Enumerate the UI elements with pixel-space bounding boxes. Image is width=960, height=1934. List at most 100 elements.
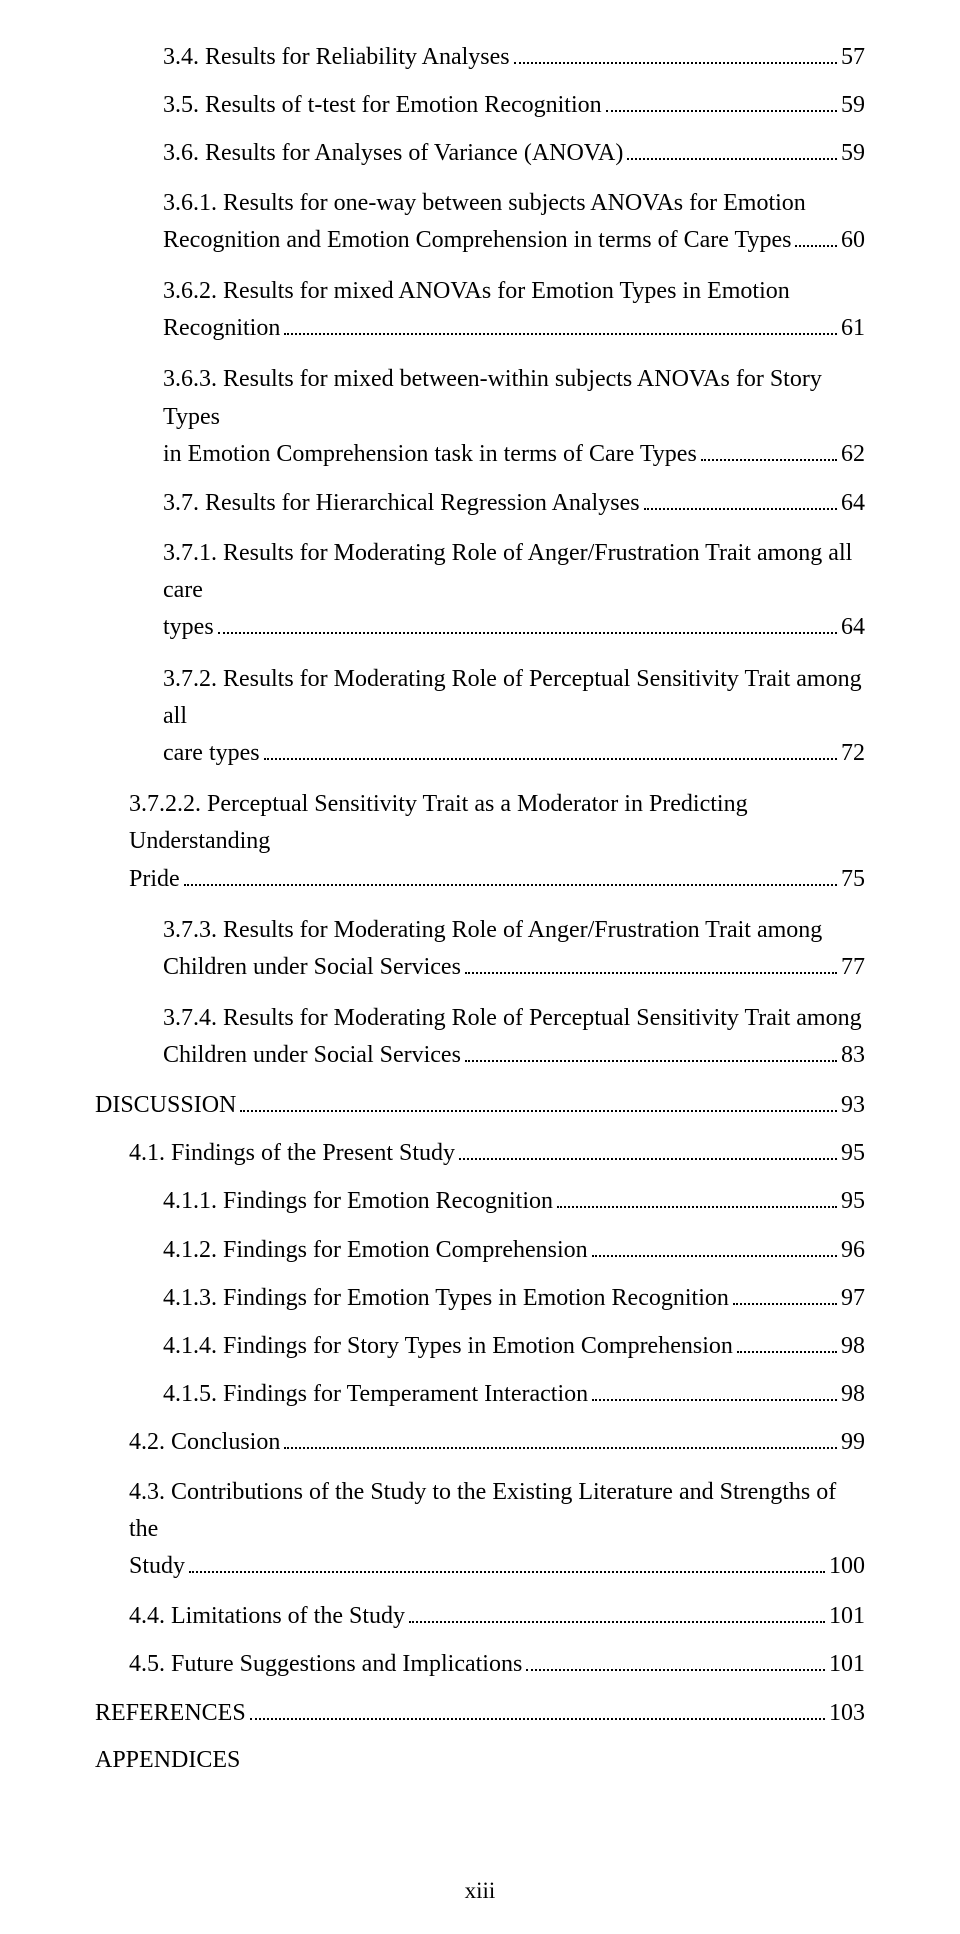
toc-entry-text: Children under Social Services xyxy=(163,1037,461,1074)
toc-entry-text: 3.6.1. Results for one-way between subje… xyxy=(163,185,865,222)
toc-leader-dots xyxy=(189,1550,825,1574)
toc-page-number: 62 xyxy=(841,436,865,473)
toc-leader-dots xyxy=(284,312,837,336)
toc-page-number: 57 xyxy=(841,41,865,75)
toc-entry-text: 4.2. Conclusion xyxy=(129,1426,280,1460)
toc-entry: 3.7. Results for Hierarchical Regression… xyxy=(95,487,865,521)
toc-entry: 3.4. Results for Reliability Analyses 57 xyxy=(95,40,865,74)
toc-entry-text: 3.6.2. Results for mixed ANOVAs for Emot… xyxy=(163,273,865,310)
toc-leader-dots xyxy=(514,40,837,64)
toc-leader-dots xyxy=(465,950,837,974)
toc-page-number: 101 xyxy=(829,1648,865,1682)
toc-entry-text: APPENDICES xyxy=(95,1744,240,1778)
toc-leader-dots xyxy=(284,1426,837,1450)
toc-entry-text: DISCUSSION xyxy=(95,1089,236,1123)
toc-leader-dots xyxy=(218,611,837,635)
toc-page-number: 72 xyxy=(841,735,865,772)
toc-entry: 4.1. Findings of the Present Study 95 xyxy=(95,1137,865,1171)
toc-entry-text: 3.4. Results for Reliability Analyses xyxy=(163,41,510,75)
toc-leader-dots xyxy=(627,136,837,160)
toc-entry-text: 3.7.1. Results for Moderating Role of An… xyxy=(163,535,865,609)
toc-leader-dots xyxy=(264,736,837,760)
toc-entry: 4.1.1. Findings for Emotion Recognition … xyxy=(95,1185,865,1219)
toc-entry-text: 3.7.3. Results for Moderating Role of An… xyxy=(163,912,865,949)
toc-leader-dots xyxy=(240,1089,837,1113)
toc-leader-dots xyxy=(795,223,837,247)
toc-entry: 3.7.4. Results for Moderating Role of Pe… xyxy=(95,1000,865,1074)
toc-entry-text: 4.5. Future Suggestions and Implications xyxy=(129,1648,522,1682)
toc-entry: 4.1.3. Findings for Emotion Types in Emo… xyxy=(95,1281,865,1315)
toc-entry: 3.6. Results for Analyses of Variance (A… xyxy=(95,136,865,170)
toc-entry-text: 4.1.2. Findings for Emotion Comprehensio… xyxy=(163,1234,588,1268)
toc-entry-text: Pride xyxy=(129,861,180,898)
toc-leader-dots xyxy=(409,1600,825,1624)
toc-entry: 3.6.3. Results for mixed between-within … xyxy=(95,361,865,473)
toc-entry: REFERENCES 103 xyxy=(95,1696,865,1730)
toc-entry: 3.7.2. Results for Moderating Role of Pe… xyxy=(95,661,865,773)
toc-page-number: 101 xyxy=(829,1600,865,1634)
toc-page-number: 98 xyxy=(841,1330,865,1364)
toc-entry: 3.7.2.2. Perceptual Sensitivity Trait as… xyxy=(95,786,865,898)
toc-entry-text: Recognition xyxy=(163,310,280,347)
page-number-footer: xiii xyxy=(95,1878,865,1904)
toc-page-number: 83 xyxy=(841,1037,865,1074)
toc-entry: 3.7.3. Results for Moderating Role of An… xyxy=(95,912,865,986)
toc-entry-text: 4.1.3. Findings for Emotion Types in Emo… xyxy=(163,1282,729,1316)
toc-leader-dots xyxy=(737,1329,837,1353)
toc-entry-text: 4.4. Limitations of the Study xyxy=(129,1600,405,1634)
toc-page-number: 64 xyxy=(841,609,865,646)
toc-entry: DISCUSSION 93 xyxy=(95,1089,865,1123)
toc-entry-text: 4.1.4. Findings for Story Types in Emoti… xyxy=(163,1330,733,1364)
toc-leader-dots xyxy=(733,1281,837,1305)
toc-page-number: 75 xyxy=(841,861,865,898)
toc-leader-dots xyxy=(465,1039,837,1063)
toc-page-number: 95 xyxy=(841,1137,865,1171)
toc-entry: 4.4. Limitations of the Study 101 xyxy=(95,1600,865,1634)
toc-page-number: 96 xyxy=(841,1234,865,1268)
toc-page-number: 99 xyxy=(841,1426,865,1460)
toc-entry-text: 4.3. Contributions of the Study to the E… xyxy=(129,1474,865,1548)
toc-page-number: 93 xyxy=(841,1089,865,1123)
toc-page-number: 95 xyxy=(841,1185,865,1219)
toc-entry: APPENDICES xyxy=(95,1744,865,1778)
toc-page-number: 100 xyxy=(829,1548,865,1585)
toc-entry-text: 3.7.4. Results for Moderating Role of Pe… xyxy=(163,1000,865,1037)
toc-entry-text: REFERENCES xyxy=(95,1697,246,1731)
toc-page-number: 77 xyxy=(841,949,865,986)
toc-entry-text: 3.6. Results for Analyses of Variance (A… xyxy=(163,137,623,171)
toc-entry: 4.1.5. Findings for Temperament Interact… xyxy=(95,1378,865,1412)
toc-page-number: 103 xyxy=(829,1697,865,1731)
toc-entry-text: types xyxy=(163,609,214,646)
toc-leader-dots xyxy=(184,862,837,886)
toc-entry: 3.6.2. Results for mixed ANOVAs for Emot… xyxy=(95,273,865,347)
toc-page-number: 60 xyxy=(841,222,865,259)
toc-entry: 4.2. Conclusion 99 xyxy=(95,1426,865,1460)
toc-entry: 4.1.2. Findings for Emotion Comprehensio… xyxy=(95,1233,865,1267)
toc-leader-dots xyxy=(701,437,837,461)
toc-entry-text: 4.1.5. Findings for Temperament Interact… xyxy=(163,1378,588,1412)
toc-entry-text: 3.7. Results for Hierarchical Regression… xyxy=(163,487,640,521)
toc-entry-text: 3.5. Results of t-test for Emotion Recog… xyxy=(163,89,602,123)
toc-entry-text: 3.6.3. Results for mixed between-within … xyxy=(163,361,865,435)
toc-page-number: 59 xyxy=(841,137,865,171)
toc-page-number: 59 xyxy=(841,89,865,123)
toc-entry: 3.5. Results of t-test for Emotion Recog… xyxy=(95,88,865,122)
toc-entry-text: Study xyxy=(129,1548,185,1585)
toc-entry-text: 4.1. Findings of the Present Study xyxy=(129,1137,455,1171)
toc-entry: 4.1.4. Findings for Story Types in Emoti… xyxy=(95,1329,865,1363)
toc-leader-dots xyxy=(526,1648,825,1672)
toc-entry-text: Recognition and Emotion Comprehension in… xyxy=(163,222,791,259)
toc-leader-dots xyxy=(592,1378,837,1402)
toc-page-number: 98 xyxy=(841,1378,865,1412)
toc-entry: 3.6.1. Results for one-way between subje… xyxy=(95,185,865,259)
toc-page-number: 64 xyxy=(841,487,865,521)
toc-entry: 4.3. Contributions of the Study to the E… xyxy=(95,1474,865,1586)
toc-entry-text: 3.7.2. Results for Moderating Role of Pe… xyxy=(163,661,865,735)
toc-leader-dots xyxy=(459,1137,837,1161)
toc-leader-dots xyxy=(250,1696,825,1720)
toc-entry-text: Children under Social Services xyxy=(163,949,461,986)
toc-leader-dots xyxy=(592,1233,837,1257)
toc-page-number: 97 xyxy=(841,1282,865,1316)
toc-container: 3.4. Results for Reliability Analyses 57… xyxy=(95,40,865,1778)
toc-page: 3.4. Results for Reliability Analyses 57… xyxy=(0,0,960,1934)
